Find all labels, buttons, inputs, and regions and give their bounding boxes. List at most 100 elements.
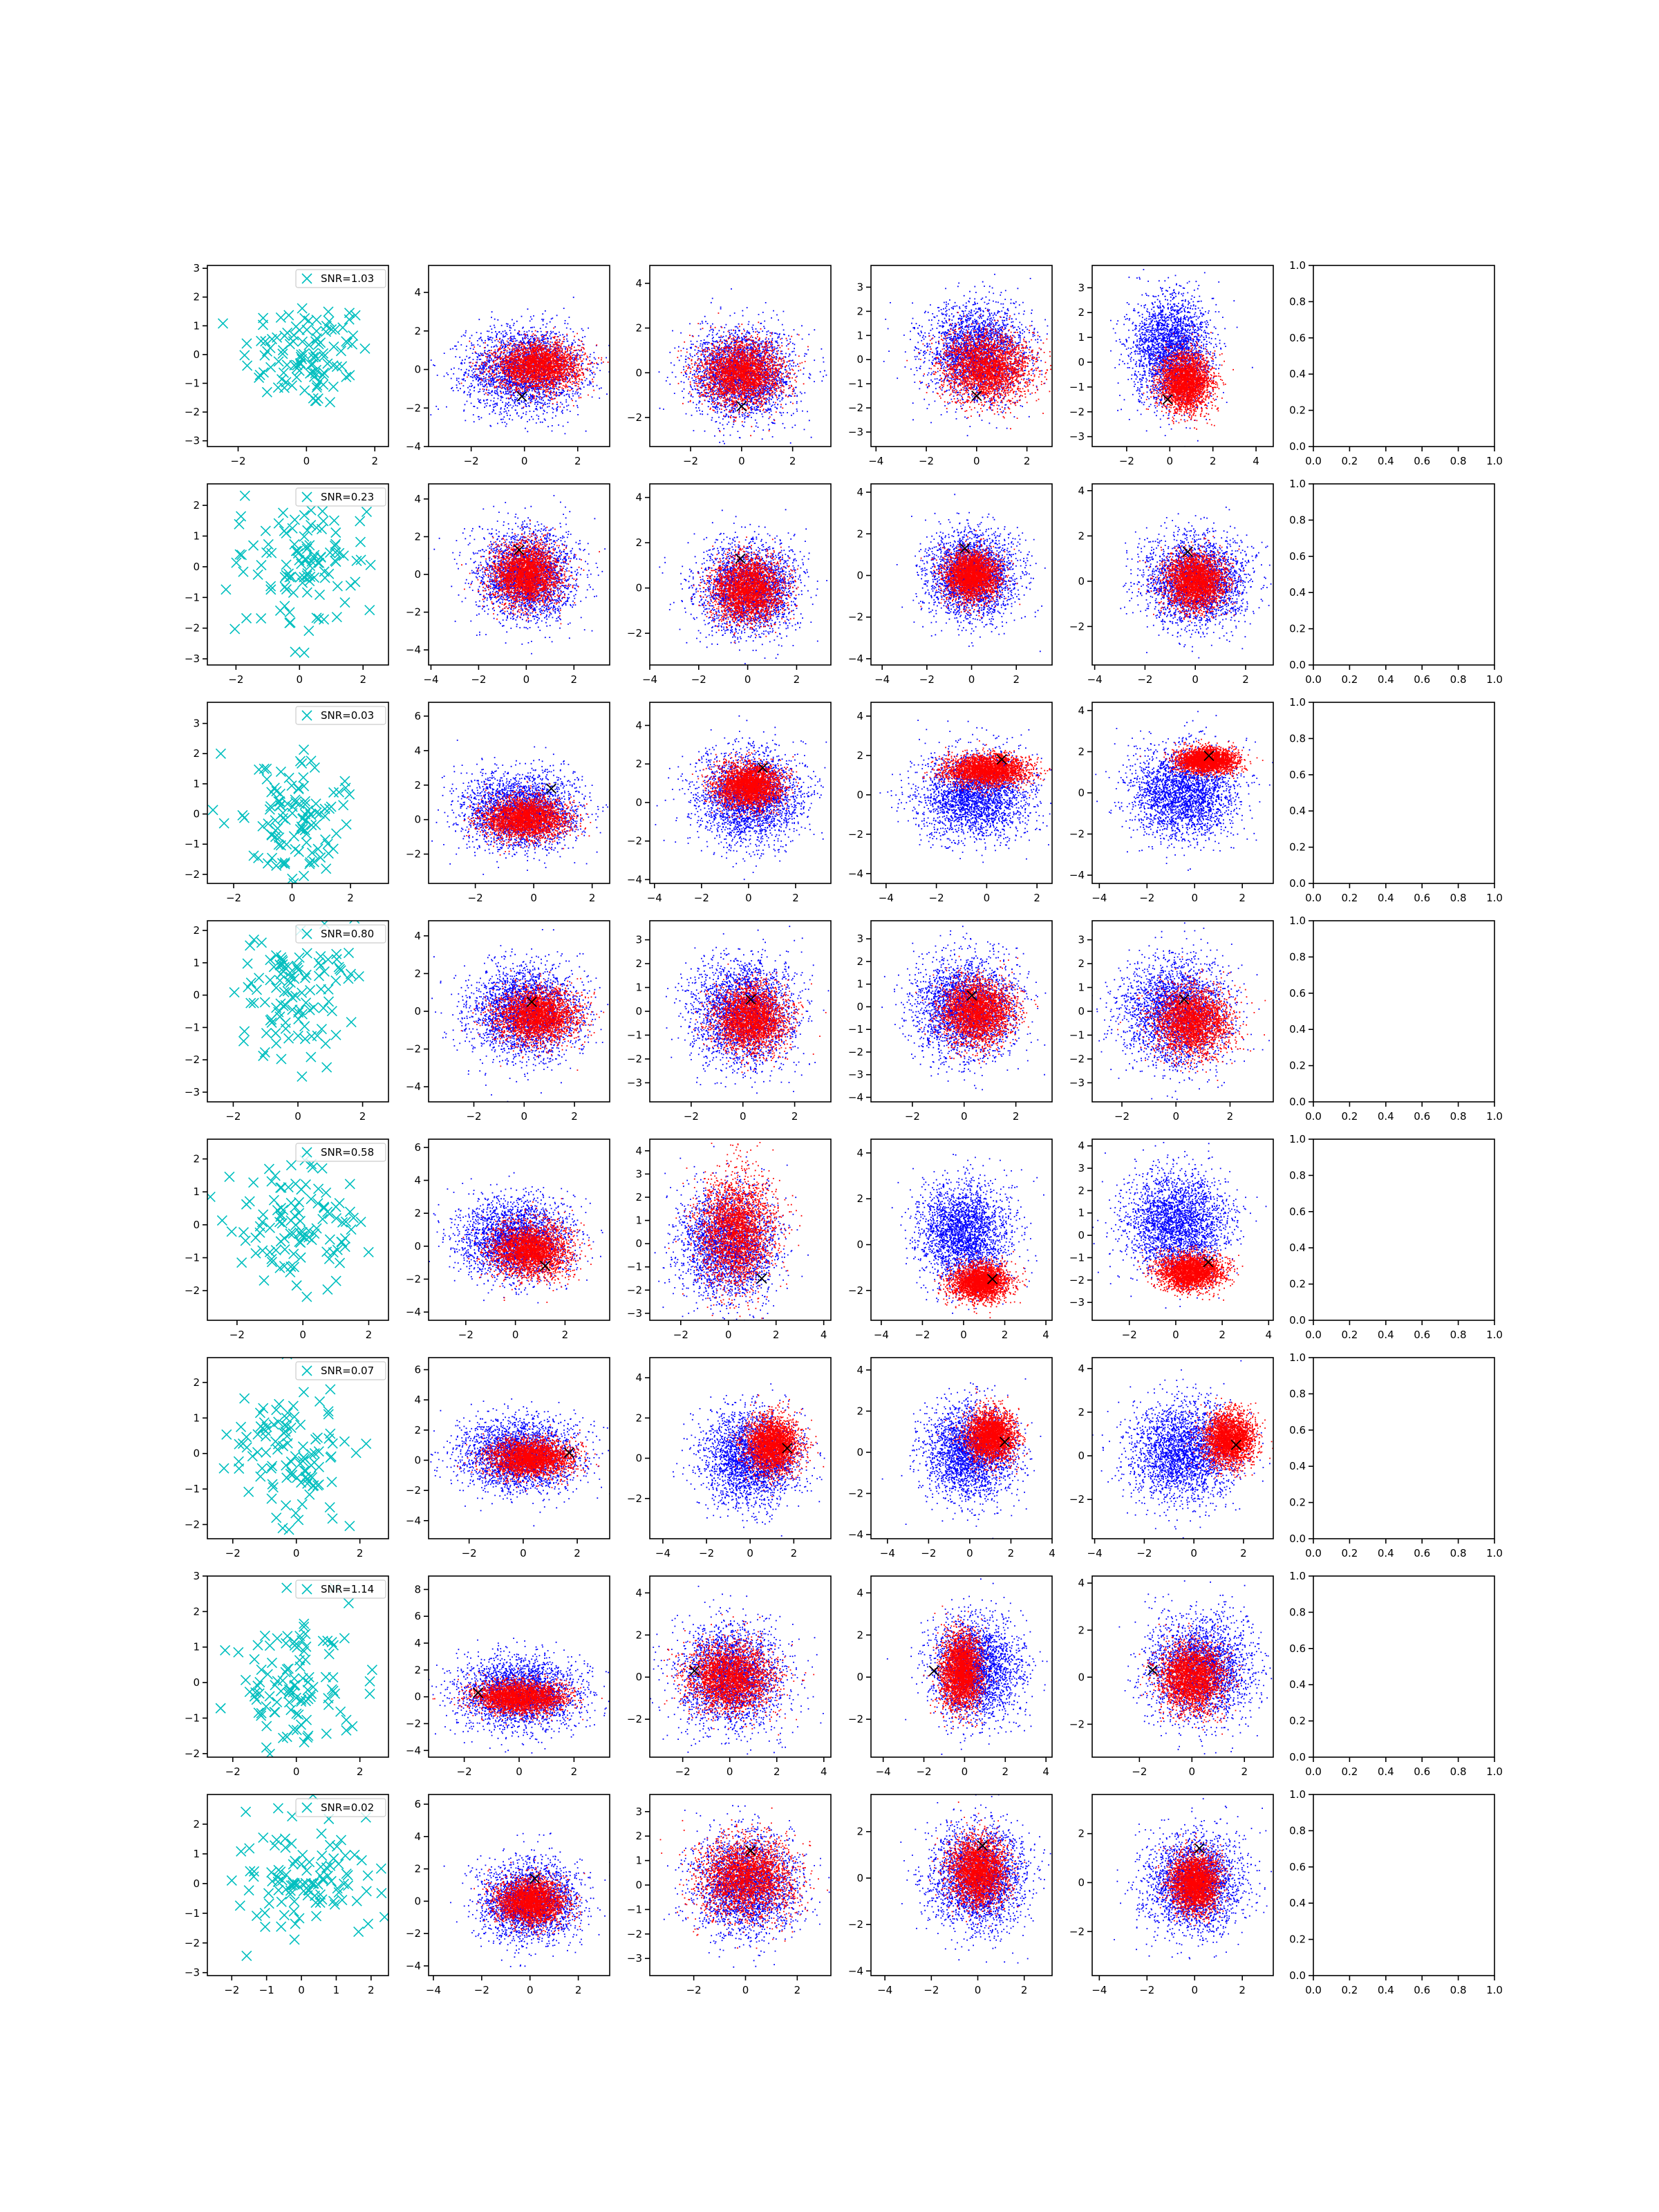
y-tick-label: 1: [193, 1641, 200, 1653]
y-tick-label: −2: [848, 1713, 863, 1725]
x-tick-label: 1.0: [1486, 1984, 1503, 1996]
y-tick-label: −2: [848, 1918, 863, 1931]
cyan-sample-point: [271, 1246, 281, 1255]
subplot-r6-c6: 0.0 0.2 0.4 0.6 0.8 1.00.00.20.40.60.81.0: [1289, 1351, 1503, 1559]
cyan-sample-point: [249, 541, 259, 550]
cyan-sample-point: [306, 1052, 316, 1062]
subplot-r8-c5: −4 −2 0 2−202: [1069, 1786, 1300, 1997]
x-tick-label: 0: [966, 1547, 973, 1559]
cyan-sample-point: [264, 1888, 274, 1898]
x-tick-label: 0.8: [1450, 673, 1467, 686]
plot-area: [900, 1788, 1065, 1963]
x-tick-label: 0.2: [1341, 1110, 1358, 1123]
cyan-sample-point: [259, 368, 268, 377]
plot-area: [431, 929, 617, 1103]
y-tick-label: 0.8: [1289, 1169, 1306, 1181]
cyan-sample-point: [344, 1598, 353, 1608]
y-tick-label: 4: [414, 1394, 421, 1406]
y-tick-label: −4: [848, 1528, 863, 1541]
y-tick-label: 3: [856, 281, 863, 293]
cyan-sample-point: [346, 1018, 356, 1027]
x-tick-label: 2: [789, 455, 796, 467]
x-tick-label: 4: [821, 1329, 827, 1341]
cyan-sample-point: [325, 547, 335, 557]
x-tick-label: −4: [1087, 1547, 1103, 1559]
cyan-sample-point: [265, 1641, 274, 1651]
cyan-sample-point: [262, 774, 272, 784]
cyan-sample-point: [351, 1448, 361, 1458]
cyan-sample-point: [326, 1452, 336, 1461]
cyan-sample-point: [305, 1490, 315, 1499]
x-tick-label: 0: [961, 1110, 968, 1123]
cyan-sample-point: [364, 1247, 373, 1257]
y-tick-label: −2: [185, 406, 200, 418]
y-tick-label: −3: [1069, 1076, 1085, 1089]
y-tick-label: −2: [406, 1043, 421, 1056]
y-tick-label: 4: [414, 1174, 421, 1187]
y-tick-label: −2: [406, 1273, 421, 1285]
y-tick-label: 4: [414, 1637, 421, 1649]
cyan-sample-point: [241, 1199, 251, 1209]
cyan-sample-point: [259, 1051, 268, 1060]
y-tick-label: −4: [406, 1744, 421, 1756]
y-tick-label: 0.4: [1289, 1678, 1306, 1691]
subplot-r7-c6: 0.0 0.2 0.4 0.6 0.8 1.00.00.20.40.60.81.0: [1289, 1570, 1503, 1778]
y-tick-label: 1: [193, 778, 200, 790]
cyan-sample-point: [325, 1503, 335, 1512]
cyan-sample-point: [319, 966, 329, 976]
y-tick-label: 0: [856, 789, 863, 801]
y-tick-label: −1: [848, 1023, 863, 1035]
y-tick-label: 2: [856, 305, 863, 317]
y-tick-label: 0: [193, 1877, 200, 1890]
x-tick-label: 4: [821, 1765, 827, 1778]
cyan-sample-point: [239, 813, 249, 823]
axes-frame: [1313, 1794, 1494, 1976]
y-tick-label: 0.8: [1289, 1387, 1306, 1400]
x-tick-label: −4: [874, 673, 890, 686]
cyan-sample-point: [276, 1054, 286, 1064]
cyan-sample-point: [335, 1258, 345, 1268]
cyan-sample-point: [325, 397, 335, 407]
cyan-sample-point: [243, 361, 252, 371]
cyan-sample-point: [284, 773, 294, 782]
cyan-sample-point: [245, 941, 255, 950]
x-tick-label: 2: [575, 1984, 582, 1996]
cyan-sample-point: [341, 1850, 350, 1860]
cyan-sample-point: [334, 1859, 344, 1869]
y-tick-label: 0.4: [1289, 1897, 1306, 1909]
cyan-sample-point: [297, 1499, 307, 1509]
y-tick-label: 2: [856, 1405, 863, 1417]
y-tick-label: 2: [1078, 1828, 1085, 1840]
y-tick-label: −1: [185, 1251, 200, 1264]
y-tick-label: −1: [848, 377, 863, 390]
y-tick-label: 0: [414, 1454, 421, 1466]
y-tick-label: 1.0: [1289, 1570, 1306, 1582]
x-tick-label: 2: [562, 1329, 569, 1341]
cyan-sample-point: [340, 598, 350, 608]
x-tick-label: 0: [984, 892, 991, 904]
plot-area: [1092, 1123, 1266, 1309]
cyan-sample-point: [323, 1284, 332, 1294]
plot-area: [430, 297, 632, 460]
cyan-sample-point: [332, 1213, 341, 1223]
plot-area: [655, 715, 834, 880]
y-tick-label: −2: [1069, 828, 1085, 841]
y-tick-label: −1: [185, 1021, 200, 1033]
y-tick-label: 0: [856, 1000, 863, 1013]
x-tick-label: 2: [357, 1765, 364, 1778]
target-cross-marker: [929, 1666, 939, 1676]
x-tick-label: −2: [916, 1765, 931, 1778]
plot-area: [171, 303, 402, 407]
x-tick-label: 0.2: [1341, 455, 1358, 467]
y-tick-label: 2: [635, 1830, 642, 1842]
x-tick-label: 0: [516, 1765, 523, 1778]
cyan-sample-point: [279, 508, 288, 518]
x-tick-label: 0.2: [1341, 892, 1358, 904]
x-tick-label: 2: [1239, 892, 1246, 904]
red-sample-cloud: [727, 1395, 824, 1498]
cyan-sample-point: [306, 986, 315, 995]
